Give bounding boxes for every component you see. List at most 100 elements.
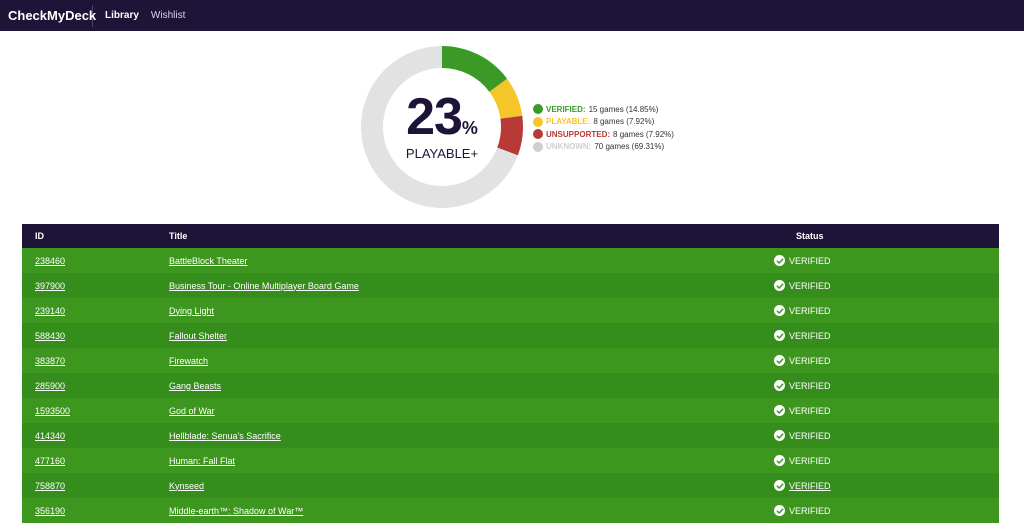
column-header-title[interactable]: Title bbox=[169, 231, 188, 241]
game-id-link[interactable]: 285900 bbox=[35, 380, 66, 391]
status-badge: VERIFIED bbox=[774, 455, 999, 466]
games-table-body: 238460 BattleBlock Theater VERIFIED 397900 B… bbox=[22, 248, 999, 523]
cell-id: 588430 bbox=[22, 323, 169, 348]
legend-label: PLAYABLE: bbox=[546, 117, 591, 127]
legend-item: PLAYABLE: 8 games (7.92%) bbox=[533, 116, 674, 129]
check-circle-icon bbox=[774, 255, 785, 266]
status-badge: VERIFIED bbox=[774, 480, 999, 491]
game-title-link[interactable]: Fallout Shelter bbox=[169, 330, 228, 341]
legend-detail: 8 games (7.92%) bbox=[613, 129, 674, 139]
cell-id: 356190 bbox=[22, 498, 169, 523]
game-id-link[interactable]: 477160 bbox=[35, 455, 66, 466]
column-header-id[interactable]: ID bbox=[35, 231, 44, 241]
game-id-link[interactable]: 397900 bbox=[35, 280, 66, 291]
legend-dot-icon bbox=[533, 104, 543, 115]
game-title-link[interactable]: Middle-earth™: Shadow of War™ bbox=[169, 505, 304, 516]
table-row: 397900 Business Tour - Online Multiplayer… bbox=[22, 273, 999, 298]
status-badge: VERIFIED bbox=[774, 355, 999, 366]
playable-label: PLAYABLE+ bbox=[405, 146, 479, 161]
cell-status: VERIFIED bbox=[774, 373, 999, 398]
game-title-link[interactable]: Hellblade: Senua's Sacrifice bbox=[169, 430, 281, 441]
game-title-link[interactable]: Gang Beasts bbox=[169, 380, 222, 391]
status-text: VERIFIED bbox=[789, 430, 831, 441]
game-title-link[interactable]: Human: Fall Flat bbox=[169, 455, 236, 466]
legend-label: UNSUPPORTED: bbox=[546, 129, 611, 139]
chart-legend: VERIFIED: 15 games (14.85%) PLAYABLE: 8 gam… bbox=[533, 103, 674, 153]
status-text: VERIFIED bbox=[789, 355, 831, 366]
legend-label: UNKNOWN: bbox=[546, 142, 592, 152]
table-row: 414340 Hellblade: Senua's Sacrifice VERIFI… bbox=[22, 423, 999, 448]
legend-dot-icon bbox=[533, 129, 543, 140]
check-circle-icon bbox=[774, 430, 785, 441]
cell-status: VERIFIED bbox=[774, 273, 999, 298]
table-row: 477160 Human: Fall Flat VERIFIED bbox=[22, 448, 999, 473]
status-text[interactable]: VERIFIED bbox=[789, 480, 831, 491]
nav-link-library[interactable]: Library bbox=[105, 9, 139, 21]
cell-id: 414340 bbox=[22, 423, 169, 448]
playability-donut-chart: 23% PLAYABLE+ bbox=[360, 45, 524, 209]
check-circle-icon bbox=[774, 355, 785, 366]
status-text: VERIFIED bbox=[789, 330, 831, 341]
status-text: VERIFIED bbox=[789, 455, 831, 466]
cell-status: VERIFIED bbox=[774, 298, 999, 323]
cell-title: God of War bbox=[169, 398, 794, 423]
check-circle-icon bbox=[774, 330, 785, 341]
status-text: VERIFIED bbox=[789, 255, 831, 266]
cell-id: 1593500 bbox=[22, 398, 169, 423]
cell-status: VERIFIED bbox=[774, 498, 999, 523]
status-badge: VERIFIED bbox=[774, 330, 999, 341]
game-title-link[interactable]: God of War bbox=[169, 405, 215, 416]
game-id-link[interactable]: 239140 bbox=[35, 305, 66, 316]
game-title-link[interactable]: Firewatch bbox=[169, 355, 209, 366]
legend-item: VERIFIED: 15 games (14.85%) bbox=[533, 103, 674, 116]
games-table-wrapper: ID Title Status 238460 BattleBlock Theate… bbox=[22, 224, 999, 523]
cell-title: Business Tour - Online Multiplayer Board… bbox=[169, 273, 794, 298]
column-header-status[interactable]: Status bbox=[796, 231, 824, 241]
check-circle-icon bbox=[774, 405, 785, 416]
game-title-link[interactable]: BattleBlock Theater bbox=[169, 255, 248, 266]
cell-title: Human: Fall Flat bbox=[169, 448, 794, 473]
game-id-link[interactable]: 414340 bbox=[35, 430, 66, 441]
game-title-link[interactable]: Dying Light bbox=[169, 305, 215, 316]
playable-percent-sign: % bbox=[461, 118, 478, 138]
cell-status: VERIFIED bbox=[774, 398, 999, 423]
cell-title: Dying Light bbox=[169, 298, 794, 323]
game-id-link[interactable]: 758870 bbox=[35, 480, 66, 491]
table-row: 238460 BattleBlock Theater VERIFIED bbox=[22, 248, 999, 273]
game-id-link[interactable]: 588430 bbox=[35, 330, 66, 341]
status-badge: VERIFIED bbox=[774, 430, 999, 441]
table-row: 383870 Firewatch VERIFIED bbox=[22, 348, 999, 373]
cell-id: 397900 bbox=[22, 273, 169, 298]
cell-title: Hellblade: Senua's Sacrifice bbox=[169, 423, 794, 448]
table-row: 285900 Gang Beasts VERIFIED bbox=[22, 373, 999, 398]
game-id-link[interactable]: 1593500 bbox=[35, 405, 71, 416]
legend-label: VERIFIED: bbox=[546, 104, 586, 114]
table-row: 588430 Fallout Shelter VERIFIED bbox=[22, 323, 999, 348]
table-row: 356190 Middle-earth™: Shadow of War™ VERIF… bbox=[22, 498, 999, 523]
brand-logo[interactable]: CheckMyDeck bbox=[0, 4, 96, 27]
game-id-link[interactable]: 238460 bbox=[35, 255, 66, 266]
status-text: VERIFIED bbox=[789, 380, 831, 391]
game-id-link[interactable]: 383870 bbox=[35, 355, 66, 366]
nav-link-wishlist[interactable]: Wishlist bbox=[150, 9, 186, 21]
cell-id: 238460 bbox=[22, 248, 169, 273]
check-circle-icon bbox=[774, 305, 785, 316]
game-id-link[interactable]: 356190 bbox=[35, 505, 66, 516]
cell-id: 383870 bbox=[22, 348, 169, 373]
check-circle-icon bbox=[774, 480, 785, 491]
navbar: CheckMyDeck Library Wishlist bbox=[0, 0, 1024, 31]
legend-dot-icon bbox=[533, 141, 543, 152]
donut-slice-playable bbox=[489, 78, 523, 119]
table-row: 239140 Dying Light VERIFIED bbox=[22, 298, 999, 323]
cell-status: VERIFIED bbox=[774, 423, 999, 448]
legend-detail: 70 games (69.31%) bbox=[594, 142, 665, 152]
game-title-link[interactable]: Kynseed bbox=[169, 480, 205, 491]
game-title-link[interactable]: Business Tour - Online Multiplayer Board… bbox=[169, 280, 359, 291]
playable-percent-number: 23 bbox=[406, 88, 463, 146]
legend-item: UNSUPPORTED: 8 games (7.92%) bbox=[533, 128, 674, 141]
check-circle-icon bbox=[774, 455, 785, 466]
status-badge: VERIFIED bbox=[774, 255, 999, 266]
status-badge: VERIFIED bbox=[774, 305, 999, 316]
status-badge: VERIFIED bbox=[774, 380, 999, 391]
cell-title: Gang Beasts bbox=[169, 373, 794, 398]
